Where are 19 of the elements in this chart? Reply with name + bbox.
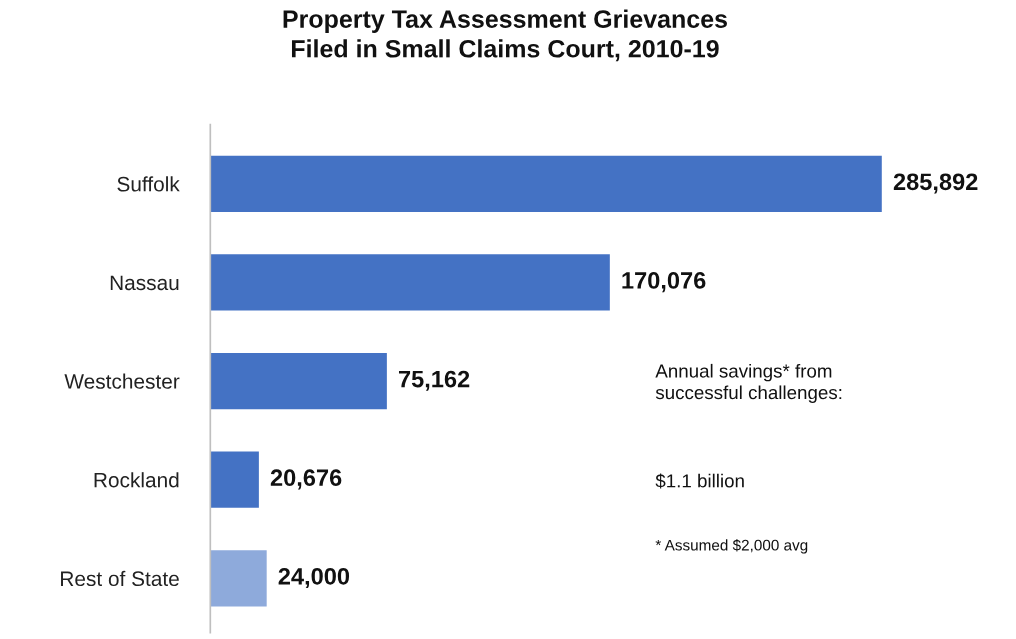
data-label: 170,076	[622, 272, 706, 293]
y-tick-label: Rockland	[94, 472, 179, 488]
bar	[210, 254, 610, 311]
bar	[210, 550, 267, 607]
bar	[210, 155, 882, 212]
data-label: 20,676	[270, 469, 342, 490]
data-label: 285,892	[893, 173, 978, 194]
bar	[210, 352, 387, 410]
annotation: * Assumed $2,000 avg	[655, 539, 808, 554]
data-label: 75,162	[399, 370, 470, 391]
y-tick-label: Rest of State	[61, 570, 179, 587]
bar	[210, 451, 259, 508]
data-label: 24,000	[278, 567, 350, 589]
y-tick-label: Nassau	[110, 275, 179, 291]
chart-title: Property Tax Assessment Grievances Filed in Small Claims Court, 2010-19	[283, 9, 727, 62]
y-tick-label: Suffolk	[117, 176, 180, 192]
y-tick-label: Westchester	[64, 373, 180, 389]
annotation: Annual savings* from successful challenges:	[655, 363, 842, 403]
annotation: $1.1 billion	[655, 473, 744, 489]
